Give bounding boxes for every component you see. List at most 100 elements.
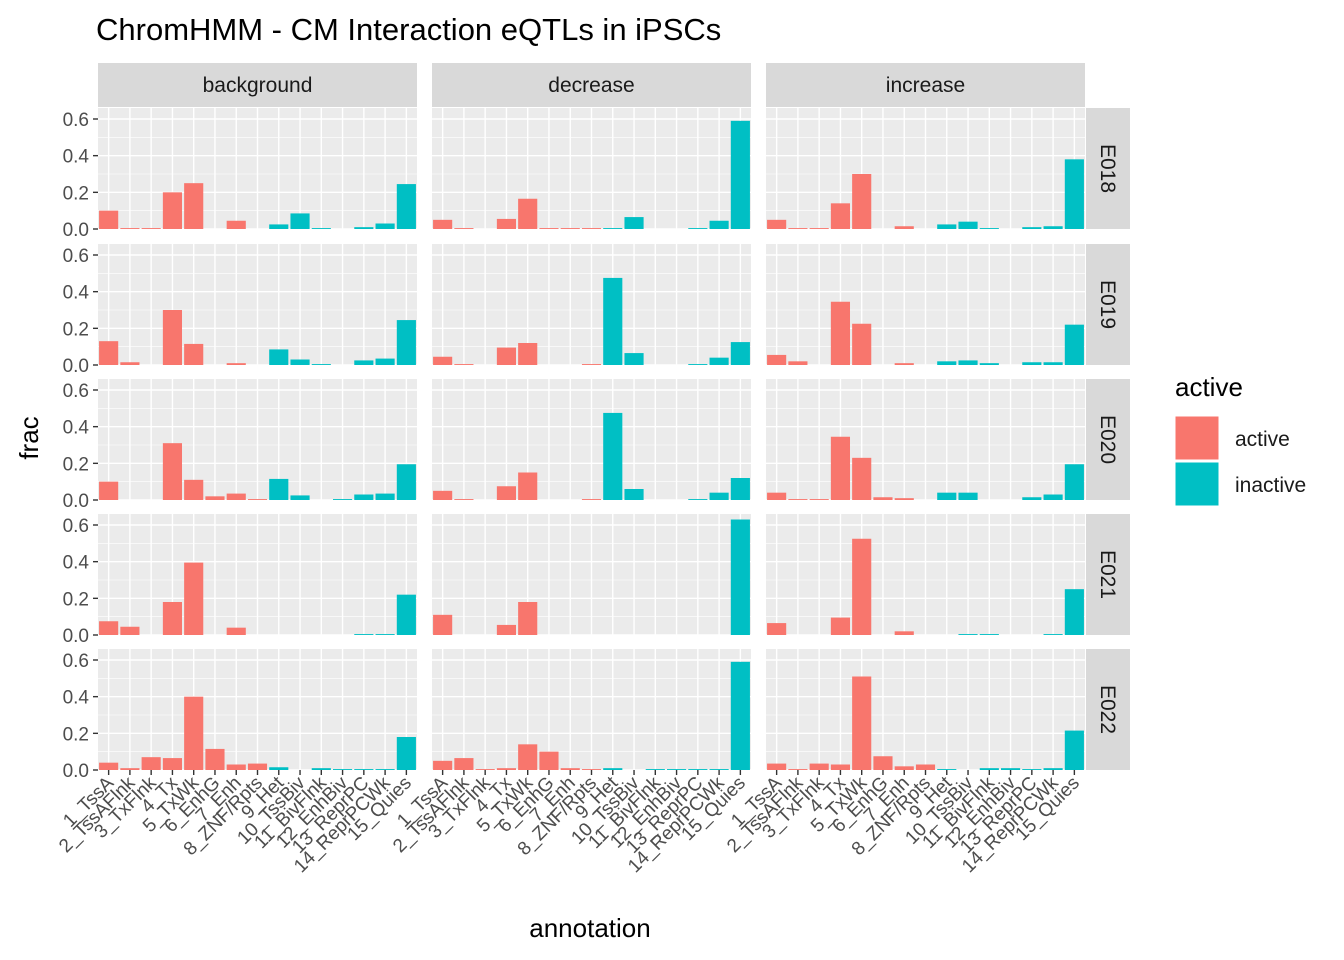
bar-E018-background-4-tx — [162, 192, 183, 229]
bar-E020-background-15-quies — [396, 464, 416, 500]
bar-E019-decrease-4-tx — [496, 347, 517, 365]
bar-E018-increase-2-tssaflnk — [788, 228, 808, 229]
bar-E018-decrease-6-enhg — [539, 228, 559, 229]
bar-E021-increase-11-bivflnk — [979, 634, 999, 635]
bar-E019-decrease-13-reprpc — [688, 364, 708, 365]
strip-E018 — [1086, 108, 1130, 229]
bar-E020-background-12-enhbiv — [332, 499, 353, 500]
chart-title: ChromHMM - CM Interaction eQTLs in iPSCs — [96, 12, 721, 47]
x-axis-title: annotation — [529, 913, 650, 943]
bar-E021-background-13-reprpc — [354, 634, 374, 635]
bar-E019-background-9-het — [269, 349, 289, 365]
panel-E019-decrease — [432, 244, 751, 366]
bar-E022-background-13-reprpc — [354, 769, 374, 770]
y-tick-label: 0.0 — [63, 220, 89, 241]
bar-E018-decrease-13-reprpc — [688, 228, 708, 229]
legend-label-active: active — [1235, 428, 1290, 451]
bar-E020-increase-4-tx — [830, 436, 851, 500]
strip-label-increase: increase — [886, 74, 965, 97]
strip-label-decrease: decrease — [548, 74, 634, 97]
bar-E021-background-2-tssaflnk — [120, 626, 140, 635]
bar-E019-increase-15-quies — [1064, 324, 1084, 365]
panel-E022-background — [98, 649, 417, 771]
bar-E020-increase-14-reprpcwk — [1043, 494, 1063, 500]
legend: active active inactive — [1174, 372, 1306, 507]
strip-decrease — [432, 63, 751, 107]
bar-E022-decrease-14-reprpcwk — [709, 769, 729, 770]
legend-title: active — [1175, 372, 1243, 402]
panel-E018-background — [98, 108, 417, 230]
bar-E021-increase-14-reprpcwk — [1043, 634, 1063, 635]
bar-E022-background-6-enhg — [205, 748, 225, 770]
bar-E022-background-14-reprpcwk — [375, 769, 395, 770]
y-axis-title: frac — [14, 416, 44, 459]
y-tick-label: 0.6 — [63, 381, 89, 402]
bar-E020-background-7-enh — [226, 493, 246, 500]
bar-E020-increase-15-quies — [1064, 464, 1084, 500]
bar-E022-increase-9-het — [937, 769, 957, 770]
bar-E022-decrease-13-reprpc — [688, 769, 708, 770]
strip-increase — [766, 63, 1085, 107]
bar-E022-background-4-tx — [162, 758, 183, 770]
bar-E020-increase-2-tssaflnk — [788, 499, 808, 500]
bar-E020-background-14-reprpcwk — [375, 493, 395, 500]
bar-E022-increase-6-enhg — [873, 756, 893, 770]
y-tick-label: 0.4 — [63, 418, 90, 439]
bar-E018-decrease-14-reprpcwk — [709, 220, 729, 229]
bar-E021-background-7-enh — [226, 627, 246, 635]
bar-E019-increase-10-tssbiv — [958, 360, 978, 365]
bar-E022-increase-1-tssa — [767, 763, 787, 770]
bar-E022-background-15-quies — [396, 737, 416, 770]
panel-E021-increase — [766, 514, 1085, 636]
bar-E019-background-5-txwk — [184, 343, 204, 365]
bar-E022-decrease-4-tx — [496, 768, 517, 770]
bar-E020-background-1-tssa — [99, 481, 119, 500]
y-tick-label: 0.6 — [63, 246, 89, 267]
strip-label-E018: E018 — [1096, 144, 1119, 193]
bar-E020-background-9-het — [269, 478, 289, 500]
bar-E018-background-10-tssbiv — [290, 213, 310, 229]
bar-E021-background-14-reprpcwk — [375, 634, 395, 635]
bar-E018-decrease-2-tssaflnk — [454, 228, 474, 229]
bar-E018-increase-7-enh — [894, 226, 914, 229]
bar-E021-increase-5-txwk — [852, 538, 872, 635]
bar-E021-background-1-tssa — [99, 621, 119, 635]
bar-E019-background-15-quies — [396, 320, 416, 365]
bar-E019-background-11-bivflnk — [311, 364, 331, 365]
bar-E019-increase-1-tssa — [767, 354, 787, 365]
bar-E020-decrease-15-quies — [730, 478, 750, 500]
bar-E018-increase-14-reprpcwk — [1043, 226, 1063, 229]
bar-E018-increase-1-tssa — [767, 219, 787, 229]
panel-E018-increase — [766, 108, 1085, 230]
bar-E020-background-13-reprpc — [354, 494, 374, 500]
bar-E018-decrease-1-tssa — [433, 219, 453, 229]
bar-E020-decrease-4-tx — [496, 486, 517, 500]
bar-E019-increase-14-reprpcwk — [1043, 362, 1063, 365]
y-tick-label: 0.2 — [63, 724, 89, 745]
bar-E020-decrease-10-tssbiv — [624, 489, 644, 500]
panel-E022-decrease — [432, 649, 751, 771]
bar-E022-background-11-bivflnk — [311, 768, 331, 770]
bar-E020-decrease-8-znf-rpts — [581, 499, 602, 500]
y-tick-label: 0.6 — [63, 110, 89, 131]
bar-E022-increase-12-enhbiv — [1000, 768, 1021, 770]
panel-E020-background — [98, 379, 417, 501]
strip-label-E021: E021 — [1096, 550, 1119, 599]
panel-E021-decrease — [432, 514, 751, 636]
bar-E019-decrease-8-znf-rpts — [581, 364, 602, 365]
bar-E022-increase-7-enh — [894, 766, 914, 770]
panel-E020-decrease — [432, 379, 751, 501]
bar-E022-background-9-het — [269, 767, 289, 770]
bar-E020-background-8-znf-rpts — [247, 499, 268, 500]
bar-E021-increase-7-enh — [894, 631, 914, 635]
bar-E018-decrease-7-enh — [560, 228, 580, 229]
bar-E021-decrease-4-tx — [496, 624, 517, 635]
bar-E022-increase-14-reprpcwk — [1043, 768, 1063, 770]
strip-label-E019: E019 — [1096, 280, 1119, 329]
bar-E018-background-13-reprpc — [354, 227, 374, 229]
panel-E021-background — [98, 514, 417, 636]
y-tick-label: 0.6 — [63, 516, 89, 537]
panel-E022-increase — [766, 649, 1085, 771]
bar-E022-background-7-enh — [226, 764, 246, 770]
bar-E022-increase-15-quies — [1064, 730, 1084, 770]
